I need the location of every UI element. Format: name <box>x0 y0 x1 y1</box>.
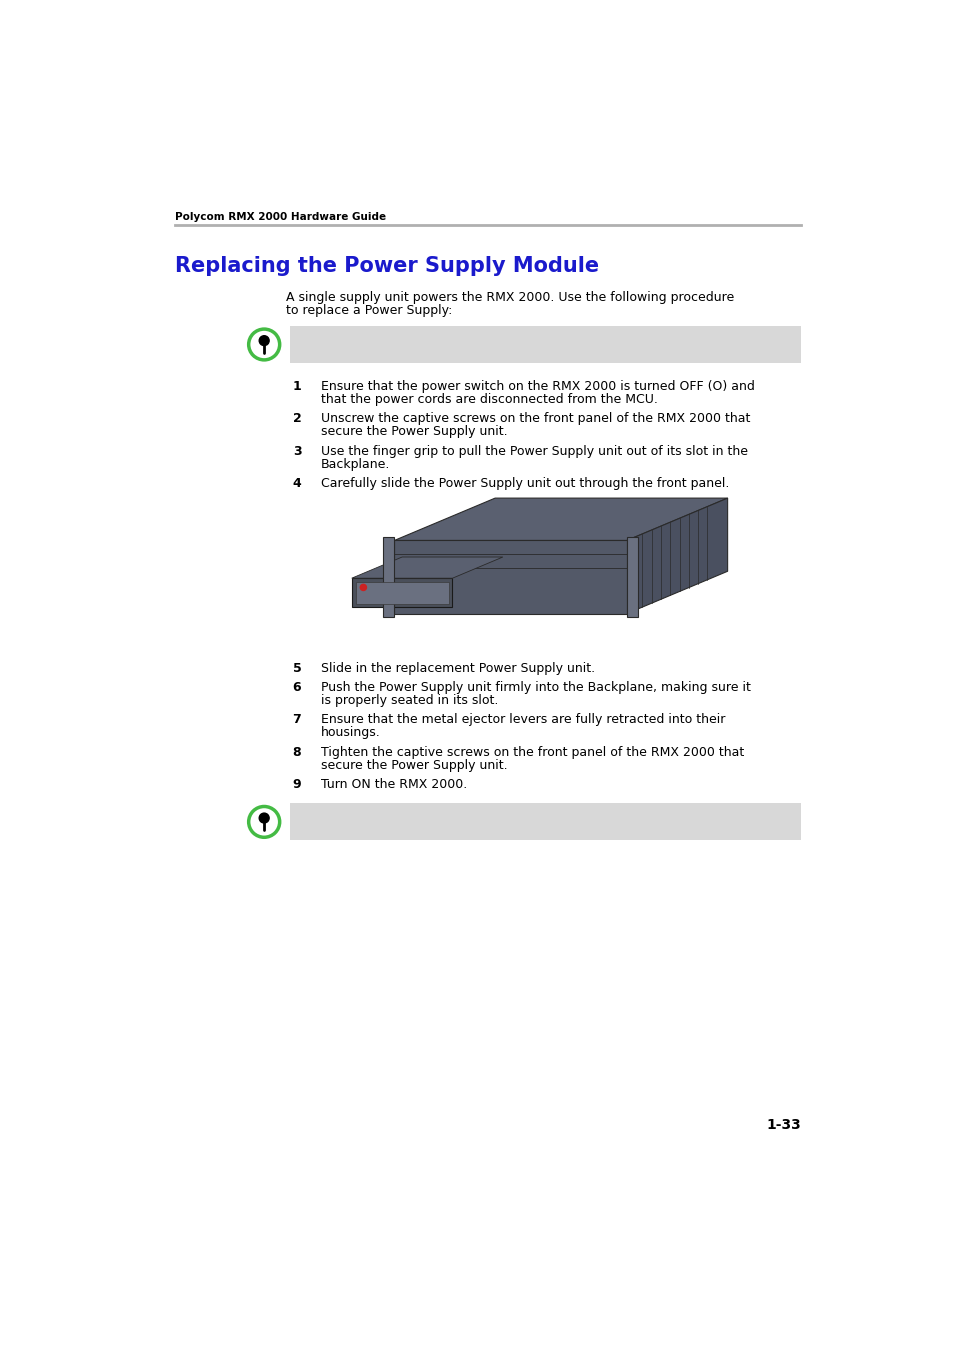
Text: housings.: housings. <box>320 726 380 740</box>
Bar <box>290 803 801 840</box>
Polygon shape <box>382 536 394 617</box>
Text: A single supply unit powers the RMX 2000. Use the following procedure: A single supply unit powers the RMX 2000… <box>286 290 734 304</box>
Polygon shape <box>394 540 626 614</box>
Text: Ensure that the metal ejector levers are fully retracted into their: Ensure that the metal ejector levers are… <box>320 713 724 726</box>
Text: to replace a Power Supply:: to replace a Power Supply: <box>286 305 452 317</box>
Text: 4: 4 <box>293 477 301 490</box>
Text: 3: 3 <box>293 444 301 458</box>
Polygon shape <box>394 498 727 540</box>
Text: 6: 6 <box>293 680 301 694</box>
Text: 8: 8 <box>293 745 301 759</box>
Text: 2: 2 <box>293 412 301 425</box>
Circle shape <box>259 336 269 346</box>
Text: Turn ON the RMX 2000.: Turn ON the RMX 2000. <box>320 778 467 791</box>
Text: 7: 7 <box>293 713 301 726</box>
Text: Push the Power Supply unit firmly into the Backplane, making sure it: Push the Power Supply unit firmly into t… <box>320 680 750 694</box>
Text: Backplane.: Backplane. <box>320 458 390 471</box>
Text: Tighten the captive screws on the front panel of the RMX 2000 that: Tighten the captive screws on the front … <box>320 745 743 759</box>
Text: 9: 9 <box>293 778 301 791</box>
Text: 1-33: 1-33 <box>765 1118 801 1133</box>
Text: Slide in the replacement Power Supply unit.: Slide in the replacement Power Supply un… <box>320 662 595 675</box>
Polygon shape <box>352 558 502 578</box>
Polygon shape <box>355 582 448 603</box>
Text: 5: 5 <box>293 662 301 675</box>
Text: Polycom RMX 2000 Hardware Guide: Polycom RMX 2000 Hardware Guide <box>174 212 386 221</box>
Text: is properly seated in its slot.: is properly seated in its slot. <box>320 694 497 707</box>
Text: Carefully slide the Power Supply unit out through the front panel.: Carefully slide the Power Supply unit ou… <box>320 477 728 490</box>
Polygon shape <box>352 578 452 608</box>
Text: Use the finger grip to pull the Power Supply unit out of its slot in the: Use the finger grip to pull the Power Su… <box>320 444 747 458</box>
Bar <box>290 325 801 363</box>
Circle shape <box>259 813 269 823</box>
Polygon shape <box>626 498 727 614</box>
Polygon shape <box>626 536 638 617</box>
Text: Replacing the Power Supply Module: Replacing the Power Supply Module <box>174 256 598 275</box>
Text: 1: 1 <box>293 379 301 393</box>
Text: Ensure that the power switch on the RMX 2000 is turned OFF (O) and: Ensure that the power switch on the RMX … <box>320 379 754 393</box>
Text: that the power cords are disconnected from the MCU.: that the power cords are disconnected fr… <box>320 393 657 406</box>
Text: secure the Power Supply unit.: secure the Power Supply unit. <box>320 425 507 439</box>
Circle shape <box>360 585 366 590</box>
Text: secure the Power Supply unit.: secure the Power Supply unit. <box>320 759 507 772</box>
Text: Unscrew the captive screws on the front panel of the RMX 2000 that: Unscrew the captive screws on the front … <box>320 412 749 425</box>
